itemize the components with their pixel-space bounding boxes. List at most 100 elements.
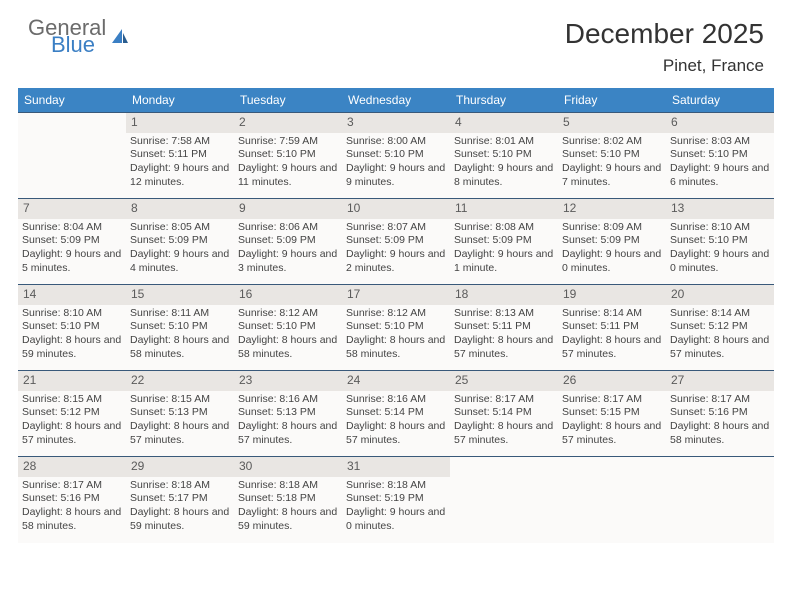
day-number: 23 bbox=[234, 371, 342, 391]
sunset-text: Sunset: 5:10 PM bbox=[670, 148, 770, 162]
daylight-text: Daylight: 9 hours and 4 minutes. bbox=[130, 248, 230, 275]
daylight-text: Daylight: 8 hours and 59 minutes. bbox=[130, 506, 230, 533]
day-number: 11 bbox=[450, 199, 558, 219]
sunset-text: Sunset: 5:09 PM bbox=[130, 234, 230, 248]
weekday-header: Saturday bbox=[666, 88, 774, 113]
day-number: 7 bbox=[18, 199, 126, 219]
sunrise-text: Sunrise: 8:18 AM bbox=[238, 479, 338, 493]
day-number: 26 bbox=[558, 371, 666, 391]
calendar-day-cell: 14Sunrise: 8:10 AMSunset: 5:10 PMDayligh… bbox=[18, 285, 126, 371]
sunset-text: Sunset: 5:11 PM bbox=[454, 320, 554, 334]
daylight-text: Daylight: 9 hours and 0 minutes. bbox=[346, 506, 446, 533]
sunset-text: Sunset: 5:10 PM bbox=[238, 320, 338, 334]
day-number: 3 bbox=[342, 113, 450, 133]
sunrise-text: Sunrise: 8:14 AM bbox=[562, 307, 662, 321]
daylight-text: Daylight: 9 hours and 9 minutes. bbox=[346, 162, 446, 189]
day-number: 30 bbox=[234, 457, 342, 477]
logo: General Blue bbox=[28, 18, 130, 56]
sunrise-text: Sunrise: 8:17 AM bbox=[670, 393, 770, 407]
daylight-text: Daylight: 8 hours and 57 minutes. bbox=[238, 420, 338, 447]
calendar-day-cell: 17Sunrise: 8:12 AMSunset: 5:10 PMDayligh… bbox=[342, 285, 450, 371]
daylight-text: Daylight: 8 hours and 57 minutes. bbox=[562, 420, 662, 447]
sunrise-text: Sunrise: 8:17 AM bbox=[22, 479, 122, 493]
calendar-day-cell: 19Sunrise: 8:14 AMSunset: 5:11 PMDayligh… bbox=[558, 285, 666, 371]
calendar-day-cell: 24Sunrise: 8:16 AMSunset: 5:14 PMDayligh… bbox=[342, 371, 450, 457]
sunset-text: Sunset: 5:10 PM bbox=[238, 148, 338, 162]
daylight-text: Daylight: 8 hours and 58 minutes. bbox=[346, 334, 446, 361]
sunrise-text: Sunrise: 8:00 AM bbox=[346, 135, 446, 149]
day-number: 19 bbox=[558, 285, 666, 305]
day-number: 22 bbox=[126, 371, 234, 391]
daylight-text: Daylight: 8 hours and 57 minutes. bbox=[22, 420, 122, 447]
sunrise-text: Sunrise: 8:16 AM bbox=[238, 393, 338, 407]
calendar-day-cell: 22Sunrise: 8:15 AMSunset: 5:13 PMDayligh… bbox=[126, 371, 234, 457]
day-number: 18 bbox=[450, 285, 558, 305]
sunset-text: Sunset: 5:14 PM bbox=[346, 406, 446, 420]
calendar-day-cell: 10Sunrise: 8:07 AMSunset: 5:09 PMDayligh… bbox=[342, 199, 450, 285]
calendar-empty-cell bbox=[450, 457, 558, 543]
calendar-week-row: 28Sunrise: 8:17 AMSunset: 5:16 PMDayligh… bbox=[18, 457, 774, 543]
day-number: 20 bbox=[666, 285, 774, 305]
sunset-text: Sunset: 5:10 PM bbox=[454, 148, 554, 162]
daylight-text: Daylight: 9 hours and 2 minutes. bbox=[346, 248, 446, 275]
calendar-empty-cell bbox=[18, 113, 126, 199]
daylight-text: Daylight: 8 hours and 57 minutes. bbox=[562, 334, 662, 361]
daylight-text: Daylight: 9 hours and 11 minutes. bbox=[238, 162, 338, 189]
sunset-text: Sunset: 5:12 PM bbox=[670, 320, 770, 334]
calendar-day-cell: 1Sunrise: 7:58 AMSunset: 5:11 PMDaylight… bbox=[126, 113, 234, 199]
sunset-text: Sunset: 5:10 PM bbox=[562, 148, 662, 162]
sunset-text: Sunset: 5:10 PM bbox=[346, 148, 446, 162]
calendar-day-cell: 7Sunrise: 8:04 AMSunset: 5:09 PMDaylight… bbox=[18, 199, 126, 285]
calendar-day-cell: 31Sunrise: 8:18 AMSunset: 5:19 PMDayligh… bbox=[342, 457, 450, 543]
calendar-day-cell: 29Sunrise: 8:18 AMSunset: 5:17 PMDayligh… bbox=[126, 457, 234, 543]
sunrise-text: Sunrise: 8:04 AM bbox=[22, 221, 122, 235]
calendar-day-cell: 2Sunrise: 7:59 AMSunset: 5:10 PMDaylight… bbox=[234, 113, 342, 199]
calendar-day-cell: 26Sunrise: 8:17 AMSunset: 5:15 PMDayligh… bbox=[558, 371, 666, 457]
sunrise-text: Sunrise: 8:16 AM bbox=[346, 393, 446, 407]
sunset-text: Sunset: 5:11 PM bbox=[130, 148, 230, 162]
sunrise-text: Sunrise: 8:07 AM bbox=[346, 221, 446, 235]
daylight-text: Daylight: 8 hours and 57 minutes. bbox=[670, 334, 770, 361]
day-number: 2 bbox=[234, 113, 342, 133]
sunrise-text: Sunrise: 8:15 AM bbox=[22, 393, 122, 407]
sunset-text: Sunset: 5:10 PM bbox=[670, 234, 770, 248]
sunrise-text: Sunrise: 8:10 AM bbox=[22, 307, 122, 321]
calendar-day-cell: 4Sunrise: 8:01 AMSunset: 5:10 PMDaylight… bbox=[450, 113, 558, 199]
day-number: 17 bbox=[342, 285, 450, 305]
calendar-day-cell: 3 Sunrise: 8:00 AMSunset: 5:10 PMDaylight… bbox=[342, 113, 450, 199]
day-number: 31 bbox=[342, 457, 450, 477]
daylight-text: Daylight: 9 hours and 7 minutes. bbox=[562, 162, 662, 189]
calendar-header-row: SundayMondayTuesdayWednesdayThursdayFrid… bbox=[18, 88, 774, 113]
weekday-header: Wednesday bbox=[342, 88, 450, 113]
sunset-text: Sunset: 5:15 PM bbox=[562, 406, 662, 420]
location: Pinet, France bbox=[565, 56, 764, 76]
calendar-week-row: 1Sunrise: 7:58 AMSunset: 5:11 PMDaylight… bbox=[18, 113, 774, 199]
calendar-day-cell: 18Sunrise: 8:13 AMSunset: 5:11 PMDayligh… bbox=[450, 285, 558, 371]
calendar-day-cell: 8Sunrise: 8:05 AMSunset: 5:09 PMDaylight… bbox=[126, 199, 234, 285]
calendar-day-cell: 20Sunrise: 8:14 AMSunset: 5:12 PMDayligh… bbox=[666, 285, 774, 371]
daylight-text: Daylight: 9 hours and 0 minutes. bbox=[670, 248, 770, 275]
daylight-text: Daylight: 9 hours and 12 minutes. bbox=[130, 162, 230, 189]
sunset-text: Sunset: 5:19 PM bbox=[346, 492, 446, 506]
day-number: 29 bbox=[126, 457, 234, 477]
calendar-week-row: 21Sunrise: 8:15 AMSunset: 5:12 PMDayligh… bbox=[18, 371, 774, 457]
daylight-text: Daylight: 8 hours and 58 minutes. bbox=[670, 420, 770, 447]
day-number: 24 bbox=[342, 371, 450, 391]
sunrise-text: Sunrise: 8:08 AM bbox=[454, 221, 554, 235]
header: General Blue December 2025 Pinet, France bbox=[0, 0, 792, 80]
sunrise-text: Sunrise: 8:09 AM bbox=[562, 221, 662, 235]
day-number: 15 bbox=[126, 285, 234, 305]
sunrise-text: Sunrise: 8:02 AM bbox=[562, 135, 662, 149]
calendar-day-cell: 25Sunrise: 8:17 AMSunset: 5:14 PMDayligh… bbox=[450, 371, 558, 457]
day-number: 28 bbox=[18, 457, 126, 477]
weekday-header: Friday bbox=[558, 88, 666, 113]
sunrise-text: Sunrise: 8:12 AM bbox=[346, 307, 446, 321]
sunrise-text: Sunrise: 8:17 AM bbox=[454, 393, 554, 407]
sunset-text: Sunset: 5:10 PM bbox=[22, 320, 122, 334]
sunset-text: Sunset: 5:09 PM bbox=[238, 234, 338, 248]
calendar-day-cell: 9Sunrise: 8:06 AMSunset: 5:09 PMDaylight… bbox=[234, 199, 342, 285]
calendar-empty-cell bbox=[558, 457, 666, 543]
daylight-text: Daylight: 8 hours and 57 minutes. bbox=[454, 334, 554, 361]
daylight-text: Daylight: 9 hours and 8 minutes. bbox=[454, 162, 554, 189]
sunset-text: Sunset: 5:09 PM bbox=[346, 234, 446, 248]
